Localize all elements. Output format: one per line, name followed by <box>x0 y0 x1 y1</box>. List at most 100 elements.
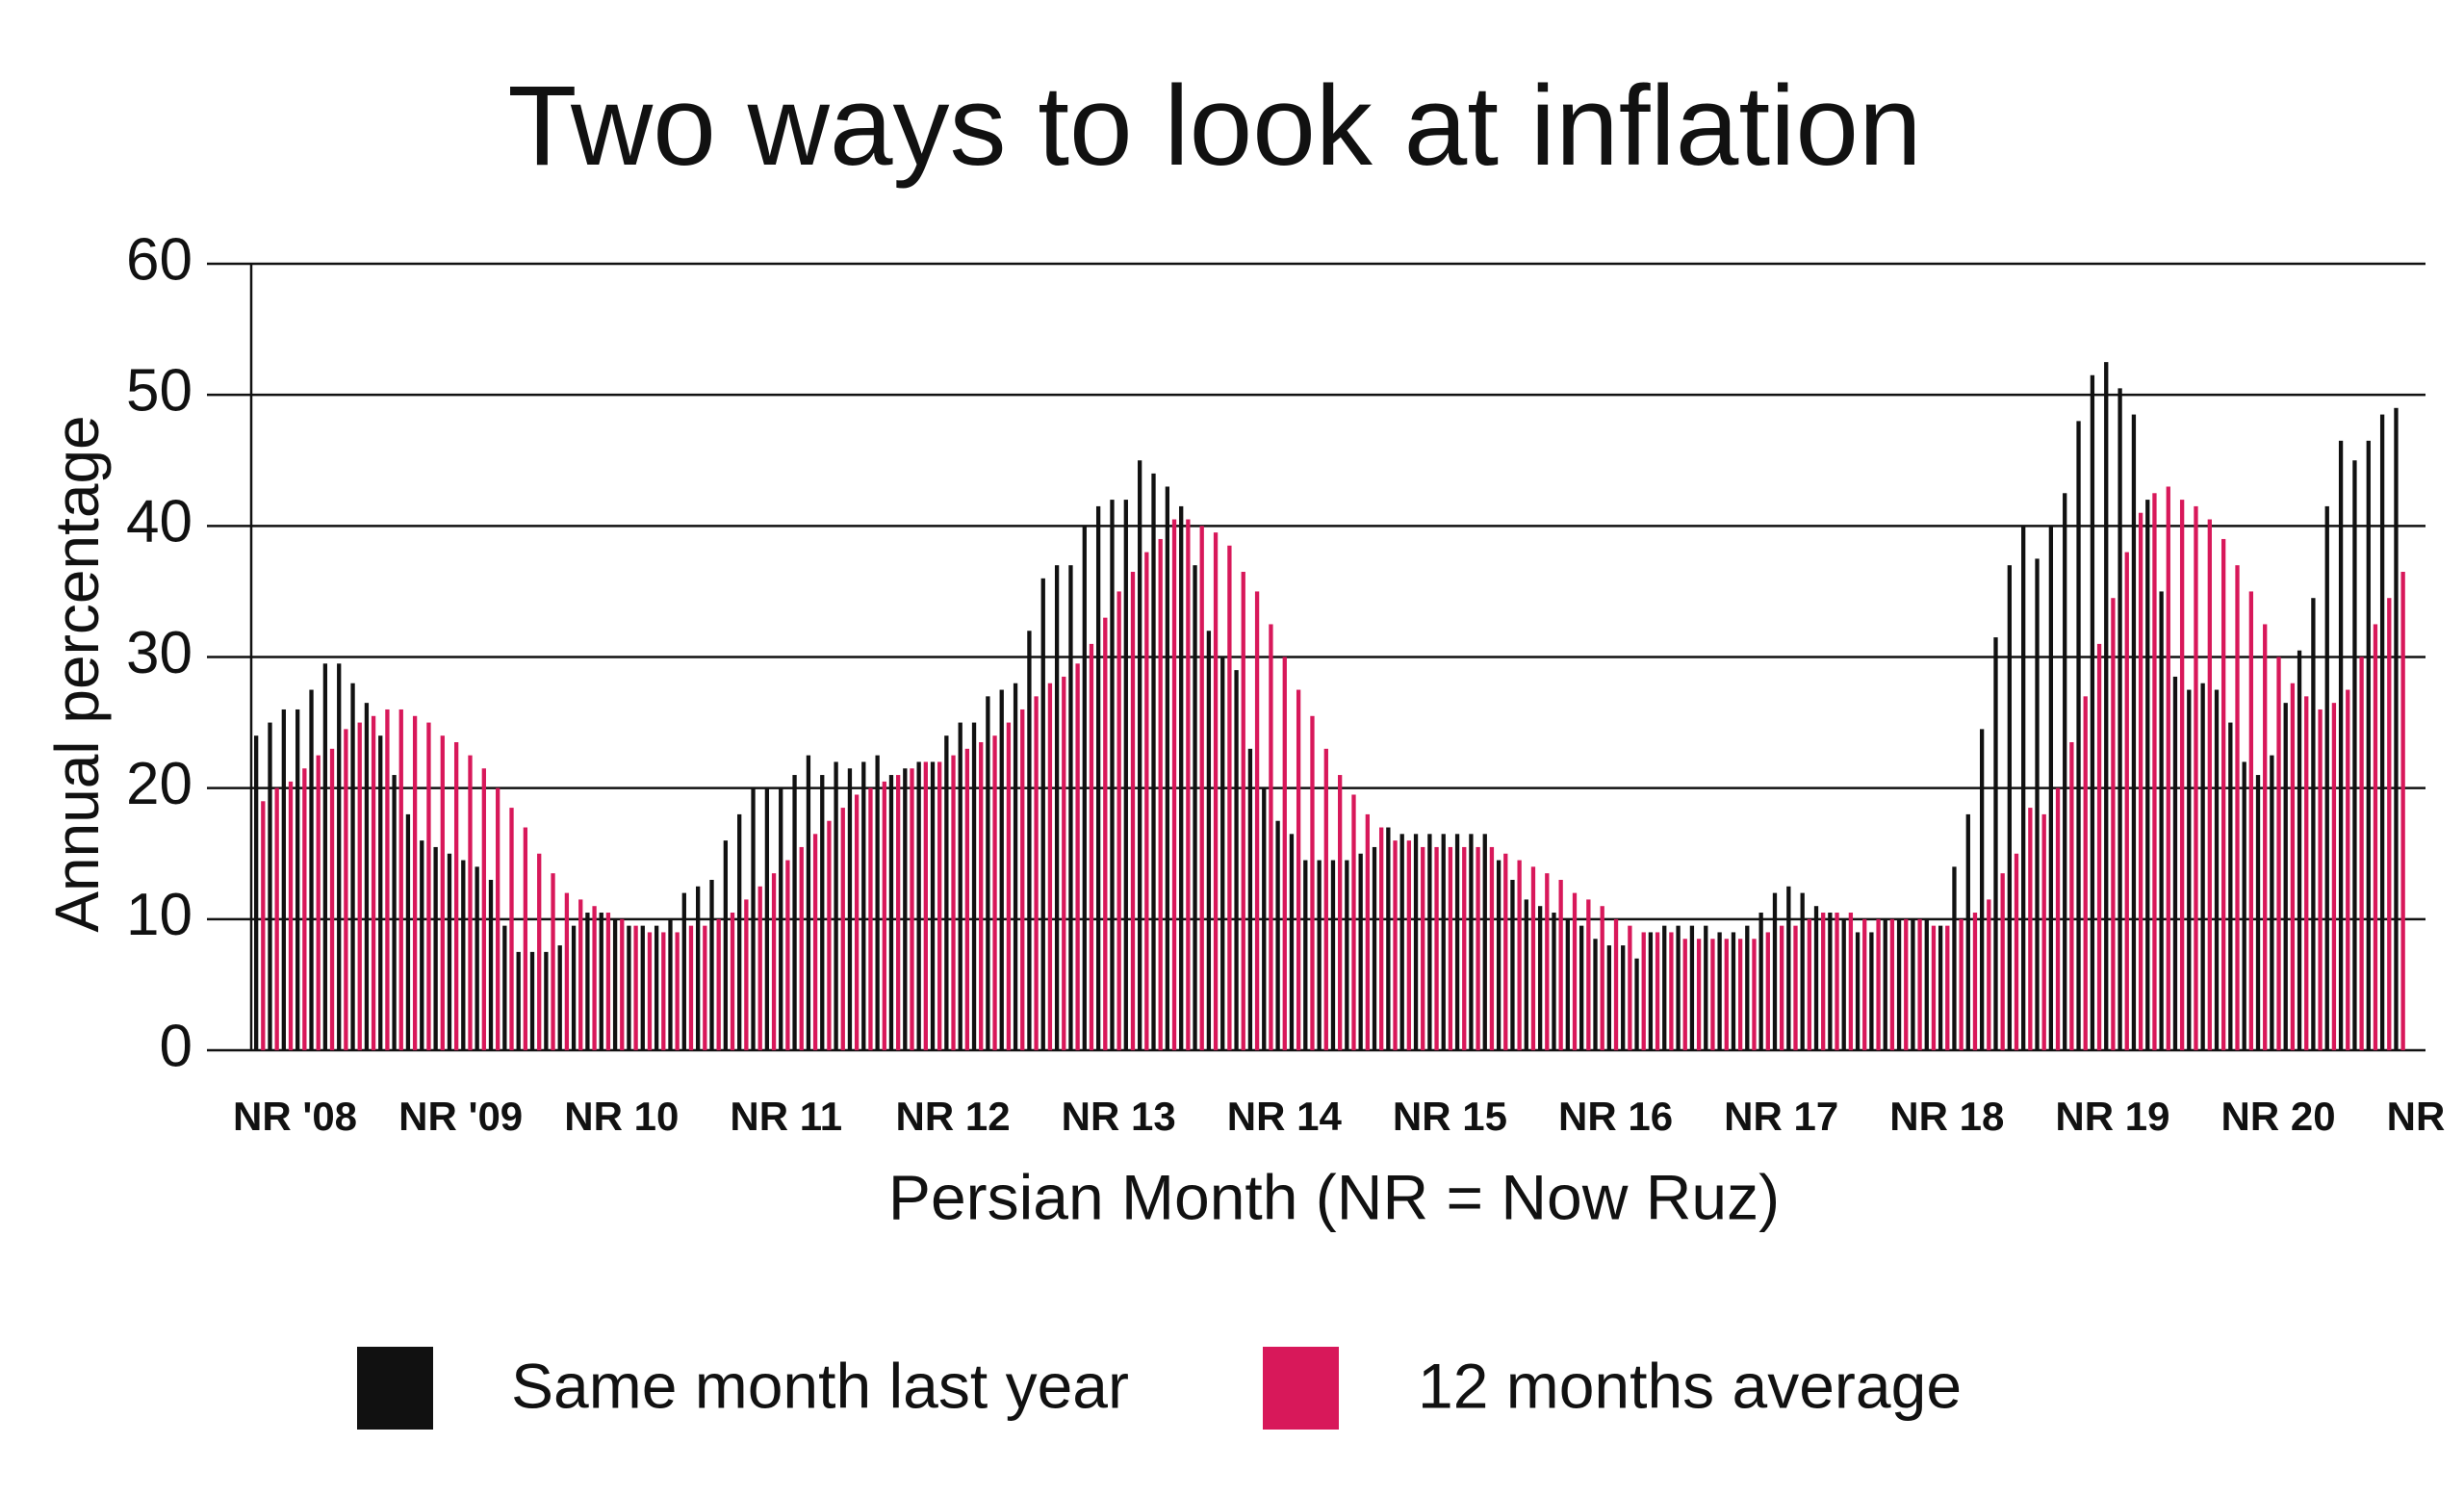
bar <box>647 932 653 1050</box>
bar <box>709 879 714 1050</box>
bar <box>516 951 521 1050</box>
bar <box>681 892 686 1050</box>
bar <box>322 663 328 1050</box>
bar <box>1399 834 1404 1050</box>
bar <box>1931 925 1937 1050</box>
bar <box>612 918 618 1050</box>
bar <box>2214 689 2220 1050</box>
x-tick-label: NR 15 <box>1393 1094 1507 1139</box>
bar <box>447 853 452 1050</box>
bar <box>834 761 838 1050</box>
bar <box>502 925 507 1050</box>
bar <box>2041 813 2046 1050</box>
bar <box>2194 505 2198 1050</box>
bar <box>2007 565 2012 1050</box>
bar <box>1537 906 1543 1050</box>
bar <box>820 775 825 1050</box>
bar <box>1406 840 1412 1050</box>
bar <box>812 834 818 1050</box>
bar <box>1979 729 1985 1050</box>
bar <box>1731 932 1736 1050</box>
bar <box>2346 689 2350 1050</box>
bar <box>1558 879 1563 1050</box>
legend-label: 12 months average <box>1418 1350 1962 1421</box>
bar <box>254 735 259 1050</box>
bar <box>364 703 370 1050</box>
bar <box>1365 813 1370 1050</box>
bar <box>703 925 707 1050</box>
bar <box>461 860 466 1050</box>
bar <box>475 866 479 1050</box>
bar <box>1034 696 1039 1050</box>
bar <box>2276 657 2281 1050</box>
bar <box>1462 846 1467 1050</box>
bar <box>1054 565 1060 1050</box>
x-tick-label: NR 13 <box>1062 1094 1176 1139</box>
bar <box>1262 787 1267 1050</box>
bar <box>599 913 603 1050</box>
bar <box>564 892 570 1050</box>
bar <box>2131 414 2137 1050</box>
y-tick-label: 10 <box>126 882 192 948</box>
bar <box>551 873 555 1050</box>
bar <box>1413 834 1419 1050</box>
bar <box>1883 918 1887 1050</box>
bar <box>1676 925 1681 1050</box>
bar <box>2290 683 2296 1050</box>
bar <box>544 951 549 1050</box>
bar <box>571 925 577 1050</box>
bar <box>1275 820 1280 1050</box>
bar <box>827 820 832 1050</box>
y-tick-label: 40 <box>126 489 192 555</box>
bar <box>792 775 797 1050</box>
bar <box>302 768 307 1050</box>
x-tick-label: NR 20 <box>2221 1094 2336 1139</box>
bar <box>1062 676 1066 1050</box>
bar <box>1869 932 1874 1050</box>
bar <box>1358 853 1363 1050</box>
bar <box>854 794 860 1050</box>
bar <box>316 755 321 1050</box>
bar <box>1613 918 1619 1050</box>
bar <box>2076 421 2081 1050</box>
bar <box>1710 939 1715 1050</box>
bar <box>1813 906 1819 1050</box>
bar <box>496 787 500 1050</box>
bar <box>744 899 749 1050</box>
bar <box>1924 918 1929 1050</box>
bar <box>1047 683 1053 1050</box>
bar <box>668 918 673 1050</box>
bar <box>1737 939 1743 1050</box>
bar <box>1158 538 1163 1050</box>
bar <box>1434 846 1439 1050</box>
bar <box>1351 794 1356 1050</box>
bar <box>2387 598 2392 1050</box>
bar <box>1752 939 1757 1050</box>
bar <box>944 735 949 1050</box>
bar <box>481 768 486 1050</box>
bar <box>1862 918 1867 1050</box>
bar <box>1800 892 1805 1050</box>
bar <box>1013 683 1018 1050</box>
bar <box>799 846 804 1050</box>
bar <box>337 663 342 1050</box>
bar <box>716 918 721 1050</box>
x-tick-label: NR <box>2387 1094 2446 1139</box>
bar <box>1469 834 1474 1050</box>
bar <box>2297 650 2302 1050</box>
bar <box>2379 414 2385 1050</box>
bar <box>1269 624 1273 1050</box>
bar <box>1006 722 1012 1050</box>
legend-label: Same month last year <box>511 1350 1129 1421</box>
bar <box>771 873 777 1050</box>
bar <box>688 925 694 1050</box>
bar <box>1206 631 1212 1050</box>
bar <box>2207 519 2212 1050</box>
bar <box>1758 913 1763 1050</box>
bar <box>1524 899 1528 1050</box>
bar <box>281 709 286 1050</box>
bar <box>1234 670 1239 1050</box>
bar <box>903 768 908 1050</box>
bar <box>1648 932 1654 1050</box>
